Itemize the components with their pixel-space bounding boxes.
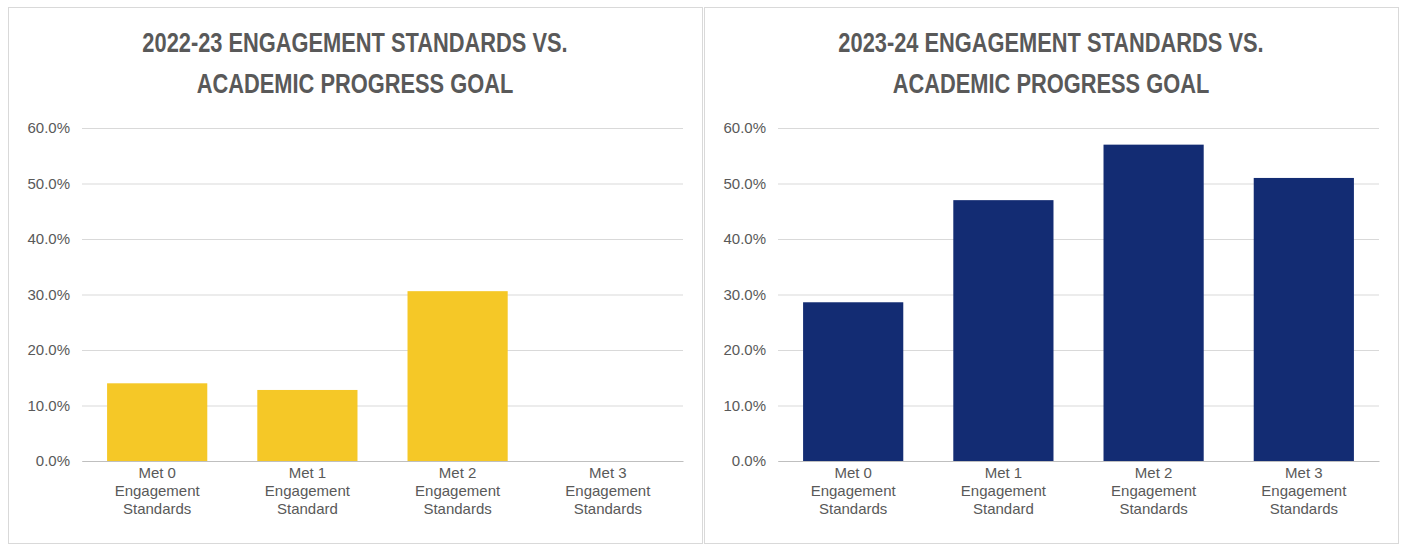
x-tick-label-line: Standards: [423, 500, 491, 517]
x-tick: Met 2EngagementStandards: [415, 461, 501, 517]
x-tick-label: Met 0EngagementStandards: [811, 464, 897, 517]
bar: [107, 383, 207, 461]
bars: [803, 145, 1354, 461]
bar: [1104, 145, 1204, 461]
x-tick-label: Met 3EngagementStandards: [1261, 464, 1347, 517]
x-tick-label-line: Engagement: [265, 482, 351, 499]
x-tick: Met 1EngagementStandard: [265, 461, 351, 517]
y-tick-label: 20.0%: [723, 341, 766, 358]
y-tick-label: 0.0%: [732, 452, 766, 469]
x-tick-label-line: Met 1: [985, 464, 1023, 481]
x-tick-label-line: Engagement: [415, 482, 501, 499]
x-tick-label: Met 1EngagementStandard: [961, 464, 1047, 517]
x-tick-label: Met 2EngagementStandards: [1111, 464, 1197, 517]
x-tick-label-line: Standards: [123, 500, 191, 517]
grid-line: [778, 461, 1379, 462]
bar: [1254, 178, 1354, 461]
chart-canvas: 2022-23 ENGAGEMENT STANDARDS VS. ACADEMIC…: [0, 0, 1408, 550]
x-tick-label-line: Standard: [277, 500, 338, 517]
x-tick-label: Met 1EngagementStandard: [265, 464, 351, 517]
x-axis: Met 0EngagementStandardsMet 1EngagementS…: [83, 461, 684, 517]
y-axis: 0.0% 10.0% 20.0% 30.0% 40.0% 50.0% 60.0%: [723, 119, 1379, 469]
x-tick: Met 3EngagementStandards: [1261, 461, 1347, 517]
bars: [107, 291, 508, 461]
grid-line: [82, 128, 683, 129]
grid-line: [778, 128, 1379, 129]
x-tick: Met 3EngagementStandards: [565, 461, 651, 517]
y-tick-label: 0.0%: [36, 452, 70, 469]
x-axis-line: [779, 461, 1380, 462]
x-tick-label: Met 0EngagementStandards: [115, 464, 201, 517]
y-tick-label: 40.0%: [723, 230, 766, 247]
x-tick-label-line: Standard: [973, 500, 1034, 517]
x-tick: Met 0EngagementStandards: [115, 461, 201, 517]
grid-line: [82, 239, 683, 240]
x-tick-label-line: Met 0: [138, 464, 176, 481]
x-tick-label: Met 2EngagementStandards: [415, 464, 501, 517]
bar: [803, 302, 903, 461]
grid-line: [82, 295, 683, 296]
bar: [408, 291, 508, 461]
y-tick-label: 40.0%: [27, 230, 70, 247]
x-tick-label-line: Met 3: [1285, 464, 1323, 481]
x-tick-label-line: Met 3: [589, 464, 627, 481]
y-tick-label: 50.0%: [723, 175, 766, 192]
y-tick-label: 10.0%: [723, 397, 766, 414]
title-line: ACADEMIC PROGRESS GOAL: [893, 67, 1210, 98]
chart-panel: 2023-24 ENGAGEMENT STANDARDS VS. ACADEMIC…: [705, 8, 1399, 544]
x-tick-label-line: Standards: [819, 500, 887, 517]
grid-line: [82, 184, 683, 185]
y-tick: 30.0%: [27, 286, 683, 303]
x-tick-label-line: Met 0: [834, 464, 872, 481]
y-tick-label: 30.0%: [723, 286, 766, 303]
x-tick-label-line: Standards: [574, 500, 642, 517]
x-tick-label-line: Engagement: [1261, 482, 1347, 499]
title-line: ACADEMIC PROGRESS GOAL: [197, 67, 514, 98]
chart-panel: 2022-23 ENGAGEMENT STANDARDS VS. ACADEMIC…: [9, 8, 703, 544]
y-tick: 40.0%: [27, 230, 683, 247]
title-line: 2023-24 ENGAGEMENT STANDARDS VS.: [838, 26, 1263, 57]
y-tick: 60.0%: [723, 119, 1379, 136]
x-tick: Met 1EngagementStandard: [961, 461, 1047, 517]
x-tick: Met 2EngagementStandards: [1111, 461, 1197, 517]
grid-line: [82, 461, 683, 462]
y-tick-label: 10.0%: [27, 397, 70, 414]
y-tick-label: 60.0%: [27, 119, 70, 136]
x-tick-label-line: Engagement: [565, 482, 651, 499]
x-tick-label-line: Engagement: [115, 482, 201, 499]
y-tick: 20.0%: [27, 341, 683, 358]
x-axis-line: [83, 461, 684, 462]
bar: [953, 200, 1053, 461]
y-tick-label: 30.0%: [27, 286, 70, 303]
y-tick: 60.0%: [27, 119, 683, 136]
panel-frame: [705, 8, 1399, 544]
x-tick-label-line: Engagement: [1111, 482, 1197, 499]
x-tick-label-line: Met 2: [1135, 464, 1173, 481]
y-tick: 50.0%: [27, 175, 683, 192]
x-tick-label-line: Standards: [1270, 500, 1338, 517]
y-tick-label: 20.0%: [27, 341, 70, 358]
x-tick-label: Met 3EngagementStandards: [565, 464, 651, 517]
chart-title: 2023-24 ENGAGEMENT STANDARDS VS. ACADEMIC…: [838, 26, 1263, 98]
chart-title: 2022-23 ENGAGEMENT STANDARDS VS. ACADEMIC…: [142, 26, 567, 98]
x-tick-label-line: Engagement: [961, 482, 1047, 499]
y-axis: 0.0% 10.0% 20.0% 30.0% 40.0% 50.0% 60.0%: [27, 119, 683, 469]
x-tick-label-line: Engagement: [811, 482, 897, 499]
x-axis: Met 0EngagementStandardsMet 1EngagementS…: [779, 461, 1380, 517]
y-tick-label: 50.0%: [27, 175, 70, 192]
panel-frame: [9, 8, 703, 544]
bar: [257, 390, 357, 461]
grid-line: [82, 350, 683, 351]
x-tick: Met 0EngagementStandards: [811, 461, 897, 517]
x-tick-label-line: Met 2: [439, 464, 477, 481]
y-tick-label: 60.0%: [723, 119, 766, 136]
title-line: 2022-23 ENGAGEMENT STANDARDS VS.: [142, 26, 567, 57]
x-tick-label-line: Standards: [1119, 500, 1187, 517]
x-tick-label-line: Met 1: [289, 464, 327, 481]
